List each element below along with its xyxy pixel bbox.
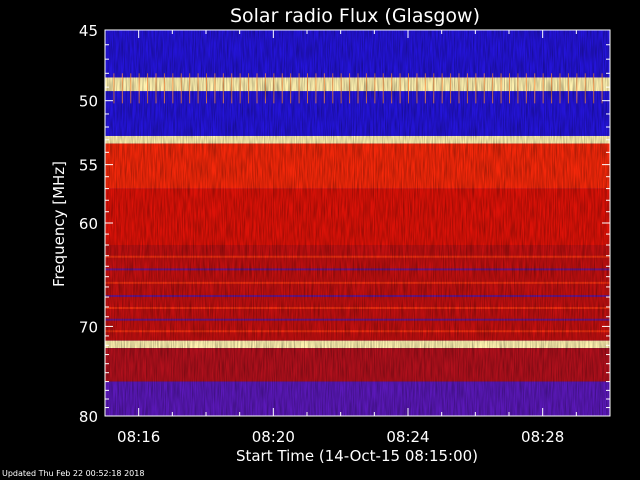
x-tick-label: 08:24 [386,428,429,446]
y-tick-label: 50 [79,93,98,111]
x-tick-label: 08:16 [117,428,160,446]
y-tick-label: 45 [79,22,98,40]
updated-timestamp: Updated Thu Feb 22 00:52:18 2018 [2,469,145,478]
x-tick-label: 08:28 [521,428,564,446]
y-tick-label: 60 [79,215,98,233]
y-tick-label: 80 [79,408,98,426]
x-tick-label: 08:20 [252,428,295,446]
x-axis: 08:16 08:20 08:24 08:28 [104,30,611,446]
noise-overlay [105,30,610,416]
plot-area [105,30,610,416]
x-axis-label: Start Time (14-Oct-15 08:15:00) [236,447,478,465]
chart-title: Solar radio Flux (Glasgow) [230,5,480,27]
y-tick-label: 55 [79,157,98,175]
y-axis: 45 50 55 60 70 80 [79,22,610,426]
y-tick-label: 70 [79,318,98,336]
y-axis-label: Frequency [MHz] [50,161,68,287]
